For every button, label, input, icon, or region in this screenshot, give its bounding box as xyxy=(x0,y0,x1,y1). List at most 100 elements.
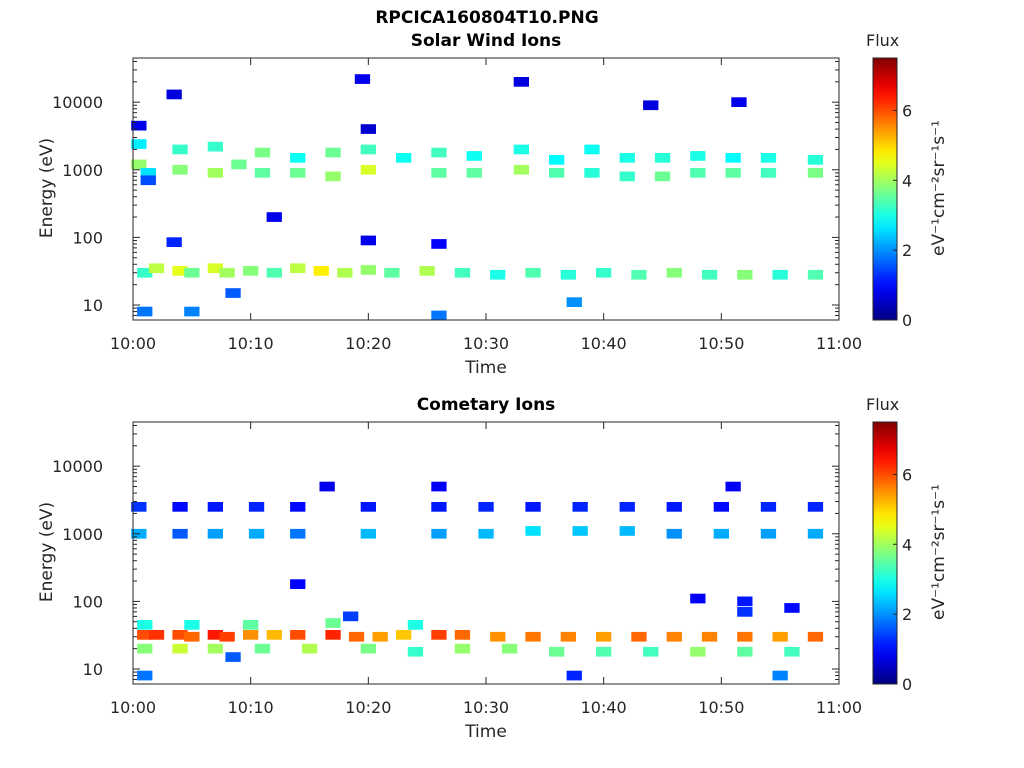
data-cell xyxy=(148,263,165,274)
data-cell xyxy=(596,646,612,657)
data-cell xyxy=(737,631,753,642)
data-cell xyxy=(525,631,541,642)
colorbar-tick-label: 2 xyxy=(902,241,912,260)
data-cell xyxy=(701,631,718,642)
y-tick-label: 10000 xyxy=(52,457,103,476)
data-cell xyxy=(172,643,188,654)
data-cell xyxy=(172,144,188,155)
data-cell xyxy=(690,151,706,161)
data-cell xyxy=(490,631,506,642)
data-cell xyxy=(172,528,188,539)
data-cell xyxy=(713,502,729,512)
data-cell xyxy=(619,153,635,163)
data-cell xyxy=(737,596,753,607)
panel1-title: Solar Wind Ions xyxy=(410,31,562,51)
data-cell xyxy=(343,611,359,622)
data-cell xyxy=(231,159,247,170)
data-cell xyxy=(760,502,777,512)
data-cell xyxy=(360,144,376,155)
x-tick-label: 10:20 xyxy=(345,334,391,353)
data-cell xyxy=(290,502,306,512)
x-tick-label: 10:40 xyxy=(581,698,627,717)
data-cell xyxy=(584,144,600,155)
data-cell xyxy=(360,164,376,175)
data-cell xyxy=(572,502,588,512)
data-cell xyxy=(407,646,424,657)
data-cell xyxy=(560,631,576,642)
data-cell xyxy=(666,631,682,642)
data-cell xyxy=(207,630,223,640)
data-cell xyxy=(566,297,582,307)
data-cell xyxy=(137,620,153,630)
data-cell xyxy=(807,168,824,178)
figure-title: RPCICA160804T10.PNG xyxy=(375,8,599,28)
panel1-x-axis-label: Time xyxy=(465,358,507,378)
data-cell xyxy=(384,267,400,278)
data-cell xyxy=(137,630,153,640)
data-cell xyxy=(290,168,306,178)
y-tick-label: 100 xyxy=(72,592,103,611)
data-cell xyxy=(166,237,182,247)
data-cell xyxy=(596,267,612,278)
data-cell xyxy=(807,528,824,539)
data-cell xyxy=(266,212,282,222)
data-cell xyxy=(731,97,747,107)
data-cell xyxy=(207,168,223,178)
panel-2: 10:00 10:10 10:20 10:30 10:40 10:50 11:00 10 100… xyxy=(52,421,912,717)
colorbar-tick-label: 6 xyxy=(902,465,912,484)
data-cell xyxy=(666,502,682,512)
data-cell xyxy=(549,168,565,178)
panel-1: 10:00 10:10 10:20 10:30 10:40 10:50 11:00 10 100… xyxy=(52,57,912,353)
colorbar xyxy=(872,421,898,685)
data-cell xyxy=(431,481,447,492)
data-cell xyxy=(137,643,153,654)
data-cell xyxy=(266,267,282,278)
data-cell xyxy=(566,670,582,681)
data-cell xyxy=(325,171,341,182)
data-cell xyxy=(666,267,682,278)
data-cell xyxy=(513,144,529,155)
data-cell xyxy=(360,643,376,654)
data-cell xyxy=(619,526,635,536)
data-cell xyxy=(243,266,259,276)
plot-frame xyxy=(132,421,840,685)
data-cell xyxy=(807,155,824,165)
data-cell xyxy=(137,306,153,317)
x-tick-label: 11:00 xyxy=(816,698,862,717)
data-cell xyxy=(360,124,376,134)
data-cell xyxy=(431,310,447,321)
colorbar-tick-label: 4 xyxy=(902,171,912,190)
data-cell xyxy=(184,631,200,642)
data-cell xyxy=(737,607,753,617)
data-cell xyxy=(760,168,777,178)
x-tick-label: 11:00 xyxy=(816,334,862,353)
data-cell xyxy=(266,630,282,640)
data-cell xyxy=(184,306,200,317)
data-cell xyxy=(313,266,329,276)
x-tick-label: 10:10 xyxy=(228,698,274,717)
data-cell xyxy=(619,502,635,512)
data-cell xyxy=(184,620,200,630)
panel2-x-axis-label: Time xyxy=(465,722,507,742)
data-cell xyxy=(140,168,156,178)
x-tick-label: 10:00 xyxy=(110,334,156,353)
data-cell xyxy=(243,630,259,640)
data-cell xyxy=(301,643,318,654)
panel2-colorbar-title: Flux xyxy=(866,395,900,414)
data-cell xyxy=(325,618,341,628)
data-cell xyxy=(207,263,223,274)
data-cell xyxy=(148,630,165,640)
data-cell xyxy=(131,502,147,512)
data-cell xyxy=(172,266,188,276)
data-cell xyxy=(290,528,306,539)
data-cell xyxy=(725,168,741,178)
data-cell xyxy=(396,630,412,640)
data-cell xyxy=(654,171,671,182)
data-cell xyxy=(319,481,335,492)
data-cell xyxy=(254,643,271,654)
data-cell xyxy=(701,269,718,280)
y-tick-label: 1000 xyxy=(62,161,103,180)
data-cell xyxy=(643,646,659,657)
data-cell xyxy=(348,631,365,642)
data-cell xyxy=(207,643,223,654)
